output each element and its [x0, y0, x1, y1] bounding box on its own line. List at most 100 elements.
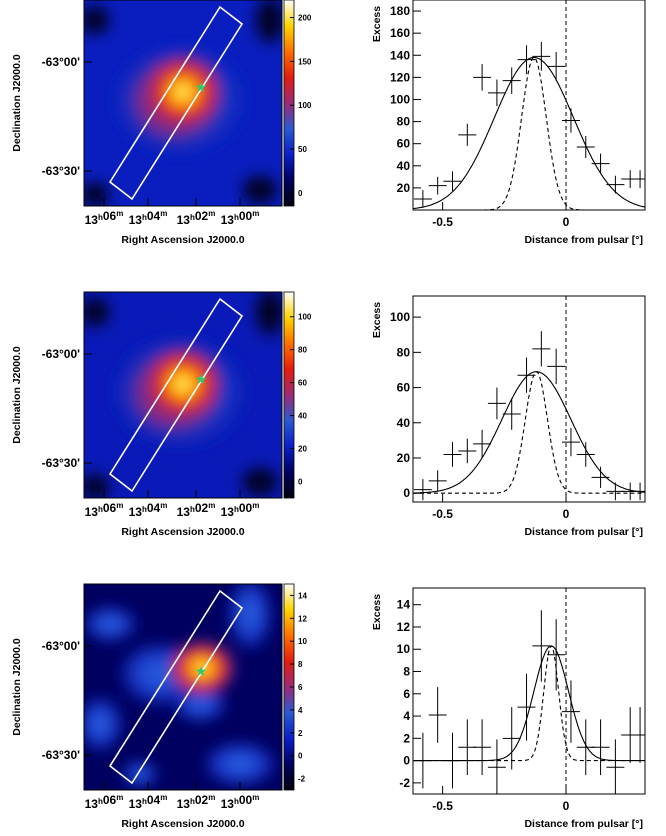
map-blob [225, 584, 275, 654]
data-point [502, 398, 521, 430]
data-point [443, 442, 462, 467]
colorbar-tick-label: 2 [298, 729, 303, 738]
colorbar-tick-label: 40 [298, 412, 307, 421]
ra-tick-label: 13h02m [177, 793, 216, 811]
map-emission [84, 0, 282, 206]
pulsar-marker-icon: ★ [195, 663, 208, 679]
data-point [532, 331, 551, 367]
y-tick-label: 60 [397, 381, 411, 395]
y-tick-label: 60 [397, 137, 411, 151]
y-tick-label: 2 [403, 731, 410, 745]
colorbar-3: -2 0 2 4 6 8 10 12 14 [283, 583, 307, 791]
x-tick-label: -0.5 [432, 507, 453, 521]
colorbar-tick-label: 6 [298, 683, 303, 692]
map-y-label: Declination J2000.0 [11, 346, 23, 444]
ra-tick-label: 13h00m [221, 793, 260, 811]
x-tick-label: 0 [563, 507, 570, 521]
sky-map-1: ★ -63°00' -63°30' 13h06m 13h04m 13h02m 13h00m D… [11, 0, 283, 246]
map-blob [252, 292, 282, 340]
dec-tick-label: -63°30' [42, 748, 80, 762]
y-tick-label: 40 [397, 159, 411, 173]
map-frame [83, 291, 283, 499]
map-blob [200, 739, 280, 789]
colorbar-1: 0 50 100 150 200 [283, 0, 312, 207]
data-point [532, 42, 551, 71]
data-point [487, 387, 506, 420]
colorbar-scale [283, 291, 295, 499]
ra-tick-label: 13h02m [177, 501, 216, 519]
ra-tick-label: 13h06m [85, 209, 124, 227]
profile-y-label: Excess [371, 6, 383, 42]
ra-tick-label: 13h06m [85, 501, 124, 519]
colorbar-tick-label: 14 [298, 591, 307, 600]
data-point [428, 687, 447, 743]
ra-tick-label: 13h04m [129, 209, 168, 227]
map-blob [120, 759, 160, 789]
plot-frame [412, 295, 646, 503]
data-point [631, 170, 645, 188]
data-point [591, 719, 610, 776]
row-3: ★ -63°00' -63°30' 13h06m 13h04m 13h02m 13h00m D… [11, 583, 646, 830]
data-point [517, 357, 536, 393]
map-blob [84, 604, 140, 644]
data-point [413, 190, 432, 208]
row-1: ★ -63°00' -63°30' 13h06m 13h04m 13h02m 13h00m D… [11, 0, 646, 246]
y-tick-label: 80 [397, 115, 411, 129]
profile-plot-3: -2 0 2 4 6 8 10 12 14 -0.5 0 Excess Distance from pu… [371, 587, 646, 830]
sky-map-2: ★ -63°00' -63°30' 13h06m 13h04m 13h02m 13h00m D… [11, 291, 283, 538]
colorbar-scale [283, 0, 295, 207]
extraction-region-box [108, 297, 244, 493]
map-image [84, 292, 282, 498]
plot-area [413, 588, 645, 794]
data-point [561, 428, 580, 457]
data-point [547, 51, 566, 81]
data-point [576, 135, 595, 159]
data-point [561, 680, 580, 743]
y-tick-label: 40 [397, 416, 411, 430]
data-point [532, 610, 551, 682]
profile-y-label: Excess [371, 594, 383, 630]
plot-frame [412, 0, 646, 211]
map-blob [252, 0, 282, 48]
y-tick-label: -2 [399, 776, 410, 790]
data-point [443, 171, 462, 192]
data-point [473, 64, 492, 91]
dec-tick-label: -63°30' [42, 164, 80, 178]
map-blob [238, 464, 282, 498]
ra-tick-label: 13h00m [221, 501, 260, 519]
dec-tick-label: -63°00' [42, 55, 80, 69]
map-blob [84, 179, 113, 206]
y-tick-label: 180 [390, 4, 410, 18]
data-point [458, 438, 477, 464]
data-point [502, 707, 521, 770]
map-x-label: Right Ascension J2000.0 [121, 818, 244, 830]
map-blob [84, 694, 125, 754]
colorbar-tick-label: 20 [298, 445, 307, 454]
colorbar-tick-label: 80 [298, 346, 307, 355]
y-tick-label: 20 [397, 181, 411, 195]
y-tick-label: 8 [403, 665, 410, 679]
y-tick-label: 6 [403, 687, 410, 701]
colorbar-tick-label: 8 [298, 660, 303, 669]
dec-tick-label: -63°30' [42, 456, 80, 470]
extraction-region-box [108, 5, 244, 201]
plot-area [413, 0, 645, 210]
map-image [84, 584, 282, 790]
data-point [606, 175, 625, 194]
data-point [413, 479, 432, 501]
sky-map-3: ★ -63°00' -63°30' 13h06m 13h04m 13h02m 13h00m D… [11, 583, 283, 830]
profile-x-label: Distance from pulsar [°] [524, 818, 643, 830]
gaussian-fit-curve [413, 371, 645, 494]
profile-y-label: Excess [371, 302, 383, 338]
profile-plot-1: 20 40 60 80 100 120 140 160 180 -0.5 0 Excess Distan… [371, 0, 646, 246]
extraction-region-box [108, 589, 244, 785]
y-tick-label: 120 [390, 70, 410, 84]
y-tick-label: 100 [390, 92, 410, 106]
colorbar-tick-label: 0 [298, 189, 303, 198]
map-frame [83, 0, 283, 207]
pulsar-marker-icon: ★ [195, 79, 208, 95]
colorbar-tick-label: 4 [298, 706, 303, 715]
psf-curve [413, 371, 645, 494]
data-point [487, 739, 506, 794]
ra-tick-label: 13h00m [221, 209, 260, 227]
